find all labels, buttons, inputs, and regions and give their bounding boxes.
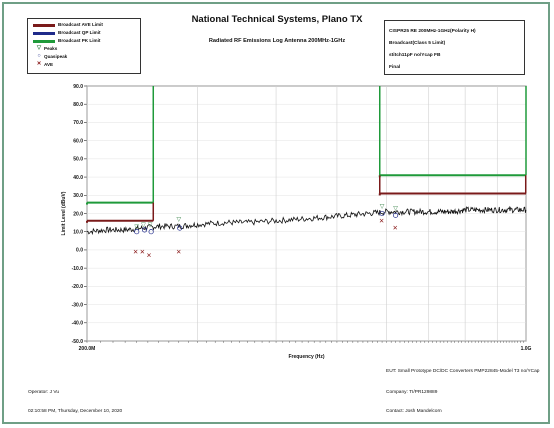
- ave-marker: ✕: [133, 248, 138, 256]
- quasipeak-marker: [393, 212, 399, 218]
- ave-marker: ✕: [176, 248, 181, 256]
- legend-label: Broadcast AVE Limit: [58, 22, 103, 27]
- timestamp-label: 02:10:58 PM, Thursday, December 10, 2020: [28, 409, 123, 414]
- legend: Broadcast AVE Limit Broadcast QP Limit B…: [27, 18, 141, 74]
- legend-item-ave-limit: Broadcast AVE Limit: [28, 22, 140, 29]
- legend-label: Peaks: [44, 46, 58, 51]
- peak-marker: ▽: [176, 216, 181, 223]
- page-title: National Technical Systems, Plano TX: [191, 14, 363, 25]
- test-status: Final: [389, 65, 401, 70]
- y-axis-label: Limit Level (dBuV): [61, 191, 67, 235]
- peak-marker: ▽: [141, 221, 146, 228]
- test-limit-class: Broadcast(Class 5 Limit): [389, 41, 446, 46]
- eut-label: EUT: Small Prototype DC/DC Converters PM…: [386, 369, 540, 374]
- cross-icon: ✕: [36, 61, 42, 67]
- x-tick-label: 1.0G: [521, 346, 532, 352]
- y-tick-label: 90.0: [73, 84, 83, 90]
- x-tick-label: 200.0M: [79, 346, 96, 352]
- y-tick-label: -50.0: [72, 339, 84, 345]
- legend-label: Broadcast QP Limit: [58, 30, 101, 35]
- legend-label: AVE: [44, 62, 54, 67]
- x-axis-label: Frequency (Hz): [288, 354, 324, 360]
- legend-label: Quasipeak: [44, 54, 68, 59]
- ave-marker: ✕: [146, 251, 151, 259]
- ave-marker: ✕: [140, 248, 145, 256]
- quasipeak-marker: [379, 210, 385, 217]
- y-tick-label: 10.0: [73, 230, 83, 236]
- peak-marker: ▽: [148, 221, 153, 228]
- company-label: Company: TI/PR129889: [386, 390, 438, 395]
- ave-marker: ✕: [379, 217, 384, 225]
- legend-item-qp-limit: Broadcast QP Limit: [28, 30, 140, 37]
- peak-marker: ▽: [380, 203, 385, 210]
- test-configuration: stitch11pF no/Ycap FB: [389, 53, 441, 58]
- legend-swatch: [33, 24, 55, 27]
- legend-swatch: [33, 40, 55, 43]
- legend-item-pk-limit: Broadcast PK Limit: [28, 38, 140, 45]
- y-tick-label: 60.0: [73, 138, 83, 144]
- y-tick-label: -10.0: [72, 266, 84, 272]
- quasipeak-marker: [177, 225, 183, 231]
- operator-label: Operator: J Vu: [28, 390, 60, 395]
- ave-marker: ✕: [392, 224, 397, 232]
- y-tick-label: 50.0: [73, 157, 83, 163]
- legend-swatch: [33, 32, 55, 35]
- test-info-box: CISPR25 RE 200MHz-1GHz(Polarity H) Broad…: [384, 20, 525, 75]
- quasipeak-marker: [148, 229, 154, 235]
- y-tick-label: -20.0: [72, 284, 84, 290]
- y-tick-label: 80.0: [73, 102, 83, 108]
- legend-item-quasipeak: ○ Quasipeak: [28, 53, 140, 61]
- peak-marker: ▽: [134, 223, 139, 230]
- measured-trace: [86, 205, 527, 236]
- quasipeak-marker: [134, 229, 140, 235]
- y-tick-label: 40.0: [73, 175, 83, 181]
- peak-marker: ▽: [393, 205, 398, 212]
- test-standard: CISPR25 RE 200MHz-1GHz(Polarity H): [389, 29, 476, 34]
- legend-item-peaks: ▽ Peaks: [28, 45, 140, 53]
- y-tick-label: -40.0: [72, 321, 84, 327]
- legend-item-ave: ✕ AVE: [28, 61, 140, 69]
- quasipeak-marker: [142, 227, 148, 233]
- page-subtitle: Radiated RF Emissions Log Antenna 200MHz…: [208, 38, 346, 44]
- legend-label: Broadcast PK Limit: [58, 38, 101, 43]
- circle-icon: ○: [37, 53, 41, 59]
- y-tick-label: -30.0: [72, 302, 84, 308]
- y-tick-label: 30.0: [73, 193, 83, 199]
- contact-label: Contact: Josh Mandelcorn: [386, 409, 442, 414]
- y-tick-label: 0.0: [76, 248, 83, 254]
- triangle-down-icon: ▽: [36, 45, 42, 51]
- y-tick-label: 20.0: [73, 211, 83, 217]
- y-tick-label: 70.0: [73, 120, 83, 126]
